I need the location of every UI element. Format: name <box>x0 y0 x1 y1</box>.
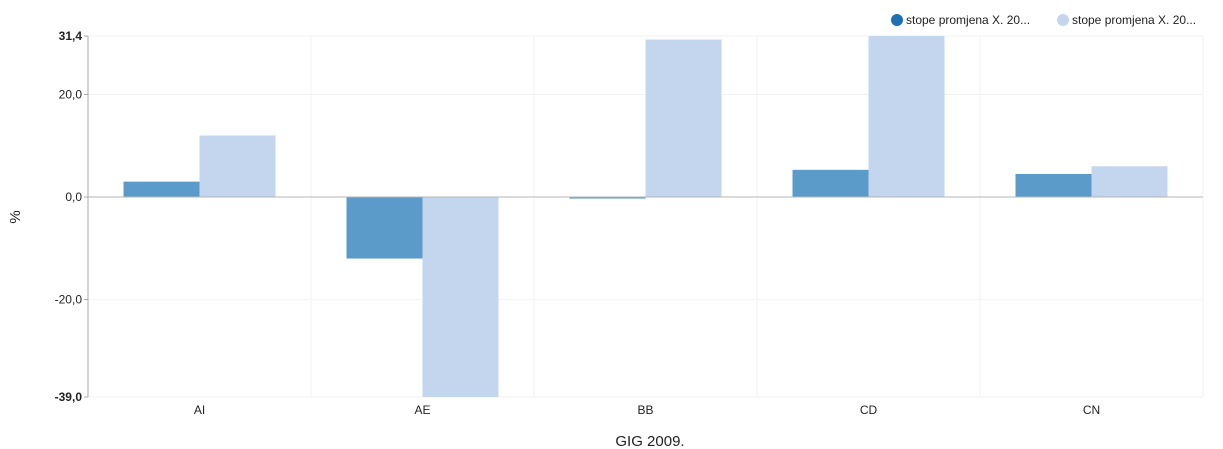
y-tick-label: 31,4 <box>59 29 83 43</box>
legend-marker-series-1[interactable] <box>891 14 903 26</box>
y-tick-labels: 31,4 20,0 0,0 -20,0 -39,0 <box>55 29 83 404</box>
bar-series-2-bb[interactable] <box>645 39 722 198</box>
x-category-label-bb: BB <box>637 403 653 417</box>
y-tick-label: 0,0 <box>65 190 82 204</box>
legend: stope promjena X. 20... stope promjena X… <box>891 13 1196 27</box>
y-tick-label: -20,0 <box>55 293 83 307</box>
bar-series-1-bb[interactable] <box>569 197 646 199</box>
bar-series-2-ai[interactable] <box>199 135 276 198</box>
legend-marker-series-2[interactable] <box>1057 14 1069 26</box>
bar-series-1-cn[interactable] <box>1015 173 1092 198</box>
bars <box>123 36 1168 397</box>
x-category-label-cn: CN <box>1083 403 1100 417</box>
bar-series-2-ae[interactable] <box>422 197 499 397</box>
legend-label-series-2[interactable]: stope promjena X. 20... <box>1072 13 1196 27</box>
bar-series-2-cd[interactable] <box>868 36 945 198</box>
y-tick-label: 20,0 <box>59 87 83 101</box>
axes <box>84 35 1203 398</box>
bar-series-1-ae[interactable] <box>346 197 423 259</box>
bar-series-1-cd[interactable] <box>792 169 869 198</box>
bar-series-2-cn[interactable] <box>1091 166 1168 198</box>
legend-label-series-1[interactable]: stope promjena X. 20... <box>906 13 1030 27</box>
x-category-label-cd: CD <box>860 403 878 417</box>
y-tick-label: -39,0 <box>55 390 83 404</box>
x-axis-title: GIG 2009. <box>615 433 684 449</box>
x-category-label-ae: AE <box>414 403 430 417</box>
y-axis-title: % <box>7 210 24 223</box>
bar-series-1-ai[interactable] <box>123 181 200 198</box>
x-category-labels: AI AE BB CD CN <box>194 403 1100 417</box>
x-category-label-ai: AI <box>194 403 205 417</box>
